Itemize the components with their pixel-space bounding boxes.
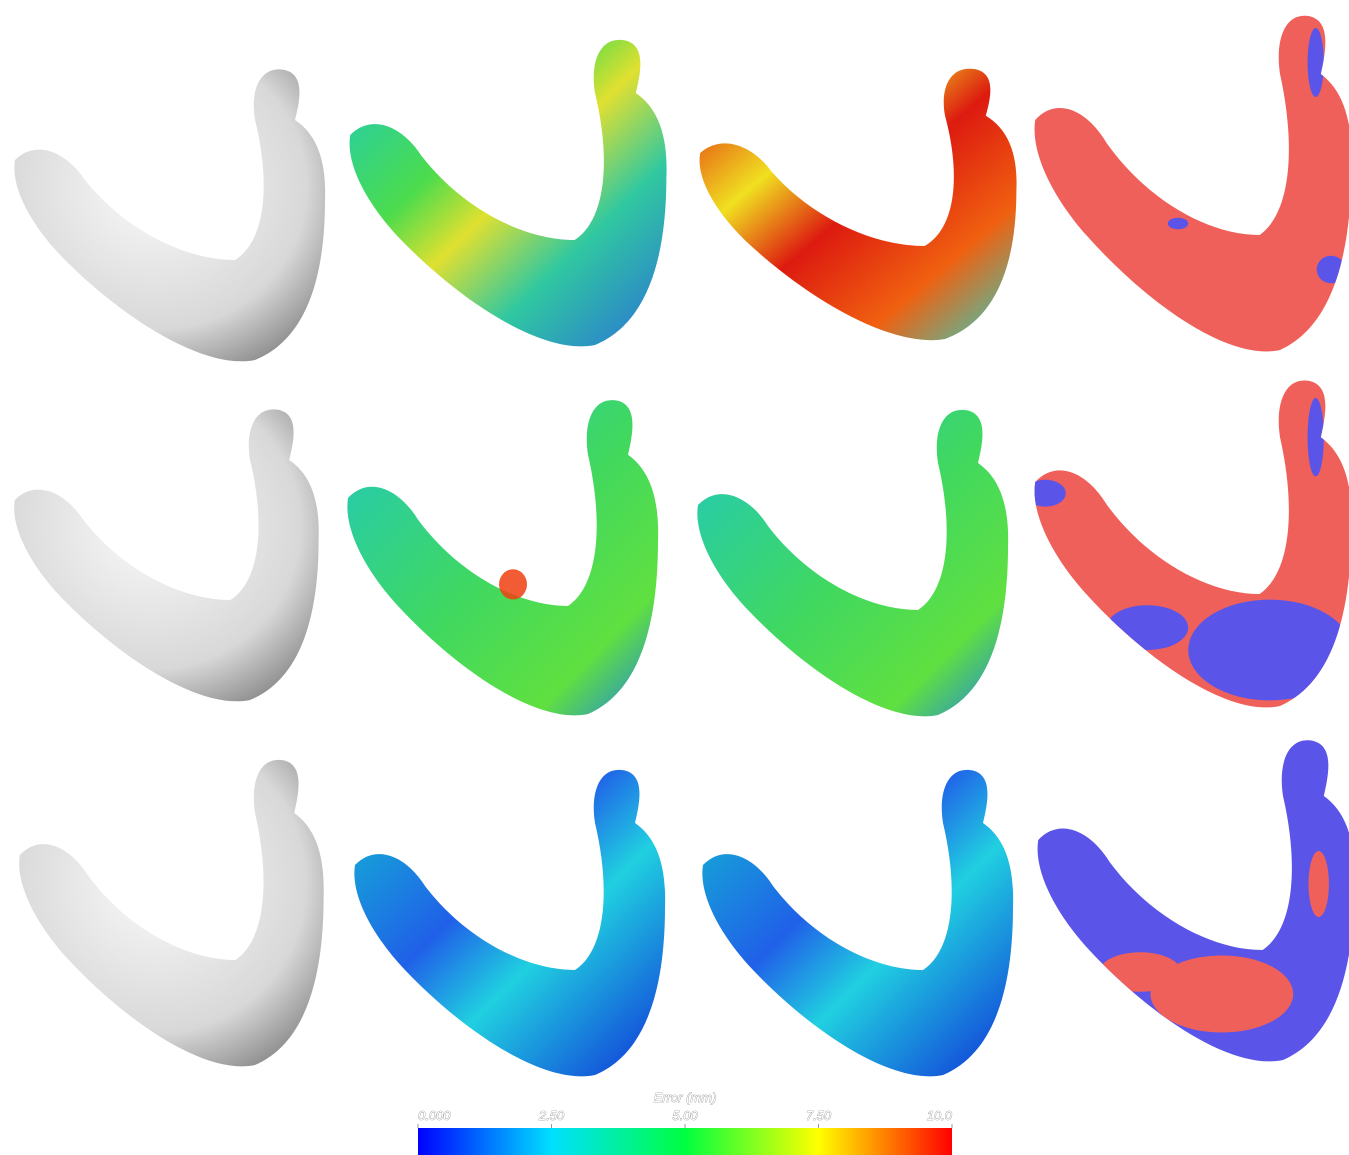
mandible-grey (14, 69, 325, 361)
mandible-error-map (347, 400, 658, 715)
mandible-binary-map (1025, 380, 1349, 707)
colorbar-gradient (418, 1128, 952, 1155)
figure: Error (mm) 0.000 2.50 5.00 7.50 10.0 (0, 0, 1349, 1155)
mandible-grey (19, 760, 324, 1067)
colorbar-title: Error (mm) (654, 1090, 717, 1105)
tick-label: 5.00 (672, 1108, 698, 1123)
mandible-binary-map (1038, 740, 1349, 1061)
colorbar: Error (mm) 0.000 2.50 5.00 7.50 10.0 (418, 1090, 953, 1155)
mandible-error-map (702, 770, 1013, 1077)
tick-label: 2.50 (538, 1108, 565, 1123)
mandible-error-map (700, 69, 1017, 340)
mandible-binary-map (1035, 16, 1349, 352)
tick-label: 0.000 (418, 1108, 451, 1123)
mandible-grey (14, 409, 319, 701)
mandible-error-map (354, 770, 665, 1077)
tick-label: 7.50 (806, 1108, 832, 1123)
mandible-error-map (350, 40, 667, 347)
tick-label: 10.0 (927, 1108, 953, 1123)
mandible-error-map (697, 410, 1008, 717)
